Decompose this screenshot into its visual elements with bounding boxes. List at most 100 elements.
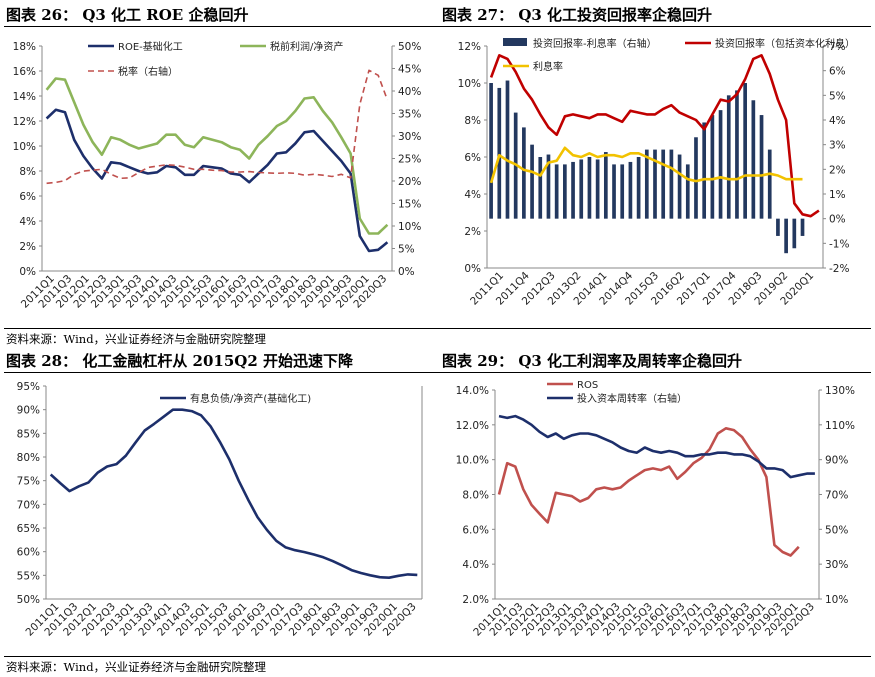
bar <box>489 83 493 219</box>
series-line <box>46 69 389 185</box>
bar <box>620 164 625 219</box>
y-tick-label: 4.0% <box>462 559 489 571</box>
bar <box>751 100 756 219</box>
source-rule <box>4 656 871 657</box>
y2-tick-label: 50% <box>825 524 848 536</box>
bar <box>767 149 772 219</box>
y2-tick-label: 5% <box>398 244 415 256</box>
y-tick-label: 4% <box>464 189 481 201</box>
bar <box>776 218 780 236</box>
bar <box>694 137 698 219</box>
series-line <box>45 108 389 253</box>
bar <box>677 154 682 219</box>
y-tick-label: 0% <box>464 263 481 275</box>
legend-label: 有息负债/净资产(基础化工) <box>190 392 311 405</box>
y2-tick-label: 45% <box>398 64 421 76</box>
y-tick-label: 10.0% <box>456 455 489 467</box>
bar <box>669 149 674 219</box>
y-tick-label: 8.0% <box>462 490 489 502</box>
series-line <box>45 77 389 235</box>
y2-tick-label: -1% <box>829 238 849 250</box>
chart-title-26: 图表 26： Q3 化工 ROE 企稳回升 <box>6 6 249 24</box>
y-tick-label: 14.0% <box>456 385 489 397</box>
y2-tick-label: 7% <box>829 41 846 53</box>
bar <box>546 154 551 219</box>
y-tick-label: 8% <box>19 166 36 178</box>
y2-tick-label: 30% <box>825 559 848 571</box>
chart-title-27: 图表 27： Q3 化工投资回报率企稳回升 <box>442 6 713 24</box>
series-line <box>49 408 418 579</box>
bar <box>644 149 649 219</box>
title-rule <box>4 26 871 27</box>
title-rule <box>4 372 871 373</box>
bar <box>522 127 526 219</box>
legend-label: 利息率 <box>533 60 563 73</box>
bar <box>563 164 567 219</box>
series-line <box>489 146 803 184</box>
bar <box>702 122 707 219</box>
bar <box>505 80 510 219</box>
y2-tick-label: -2% <box>829 263 849 275</box>
y2-tick-label: 5% <box>829 90 846 102</box>
y-tick-label: 2% <box>19 241 36 253</box>
bar <box>579 159 584 219</box>
y2-tick-label: 110% <box>825 420 855 432</box>
y-tick-label: 60% <box>17 547 40 559</box>
y-tick-label: 0% <box>19 266 36 278</box>
source-note-top: 资料来源：Wind，兴业证券经济与金融研究院整理 <box>6 332 267 346</box>
y2-tick-label: 35% <box>398 109 421 121</box>
y2-tick-label: 20% <box>398 176 421 188</box>
bar <box>571 161 575 219</box>
y-tick-label: 8% <box>464 115 481 127</box>
chart-title-29: 图表 29： Q3 化工利润率及周转率企稳回升 <box>442 352 743 370</box>
source-note-bottom: 资料来源：Wind，兴业证券经济与金融研究院整理 <box>6 660 267 674</box>
bar <box>661 149 666 219</box>
y-tick-label: 12% <box>13 116 36 128</box>
bar <box>800 218 805 236</box>
y-tick-label: 2% <box>464 226 481 238</box>
y-tick-label: 12.0% <box>456 420 489 432</box>
bar <box>759 115 764 219</box>
y-tick-label: 4% <box>19 216 36 228</box>
y-tick-label: 70% <box>17 499 40 511</box>
y-tick-label: 14% <box>13 91 36 103</box>
y-tick-label: 6% <box>19 191 36 203</box>
y-tick-label: 80% <box>17 452 40 464</box>
bar <box>587 157 592 219</box>
y2-tick-label: 1% <box>829 189 846 201</box>
y-tick-label: 95% <box>17 381 40 393</box>
series-line <box>497 426 800 557</box>
bar <box>726 95 731 219</box>
chart-leverage: 50%55%60%65%70%75%80%85%90%95%2011Q12011… <box>17 381 423 639</box>
bar <box>784 218 788 254</box>
series-line <box>498 414 815 479</box>
y2-tick-label: 10% <box>825 594 848 606</box>
chart-investment-return: 0%2%4%6%8%10%12%-2%-1%0%1%2%3%4%5%6%7%20… <box>458 37 855 308</box>
y-tick-label: 90% <box>17 405 40 417</box>
y2-tick-label: 90% <box>825 455 848 467</box>
chart-margin-turnover: 2.0% 4.0% 6.0% 8.0% 10.0% 12.0% 14.0% 10% 30% 50%… <box>456 380 855 639</box>
y-tick-label: 6% <box>464 152 481 164</box>
y2-tick-label: 2% <box>829 164 846 176</box>
bar <box>685 164 690 219</box>
bar <box>612 164 616 219</box>
y-tick-label: 18% <box>13 41 36 53</box>
series-line <box>489 53 820 218</box>
bar <box>792 218 797 249</box>
bar <box>603 152 608 219</box>
y-tick-label: 85% <box>17 428 40 440</box>
bar <box>497 87 502 219</box>
bar <box>538 157 543 219</box>
y2-tick-label: 3% <box>829 140 846 152</box>
bar <box>530 144 534 219</box>
y2-tick-label: 4% <box>829 115 846 127</box>
y-tick-label: 65% <box>17 523 40 535</box>
bar <box>743 83 747 219</box>
legend-label: 税率（右轴） <box>118 65 178 78</box>
bar <box>636 157 641 219</box>
bar <box>710 115 715 219</box>
y2-tick-label: 0% <box>398 266 415 278</box>
y2-tick-label: 10% <box>398 221 421 233</box>
bar <box>554 164 559 219</box>
legend-label: 投入资本周转率（右轴） <box>577 392 687 405</box>
